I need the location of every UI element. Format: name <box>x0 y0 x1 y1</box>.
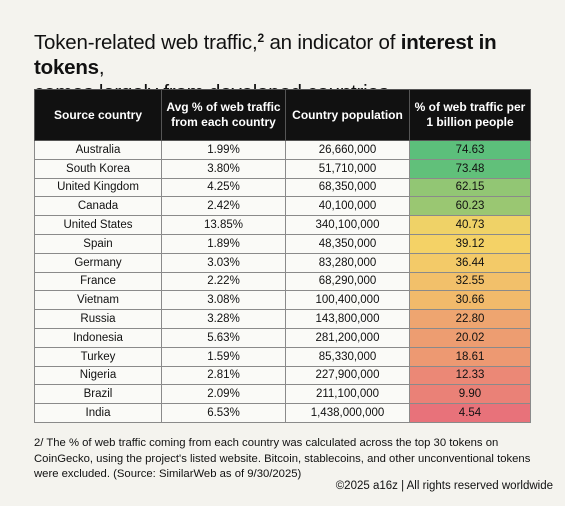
cell-traffic: 2.22% <box>161 271 286 292</box>
cell-traffic: 2.81% <box>161 365 286 386</box>
cell-per-billion: 22.80 <box>409 309 531 329</box>
cell-per-billion: 74.63 <box>409 140 531 160</box>
cell-per-billion: 9.90 <box>409 384 531 405</box>
cell-traffic: 13.85% <box>161 215 286 235</box>
table-row: Australia 1.99% 26,660,000 74.63 <box>34 140 531 160</box>
cell-population: 26,660,000 <box>285 140 410 160</box>
cell-traffic: 2.42% <box>161 196 286 217</box>
table-row: India 6.53% 1,438,000,000 4.54 <box>34 403 531 423</box>
cell-traffic: 2.09% <box>161 384 286 405</box>
cell-traffic: 3.28% <box>161 309 286 329</box>
cell-country: United Kingdom <box>34 177 162 198</box>
table-row: Indonesia 5.63% 281,200,000 20.02 <box>34 327 531 348</box>
cell-country: Russia <box>34 309 162 329</box>
title-emphasis: interest in tokens <box>34 31 497 79</box>
cell-population: 340,100,000 <box>285 215 410 235</box>
table-row: Vietnam 3.08% 100,400,000 30.66 <box>34 290 531 311</box>
cell-per-billion: 40.73 <box>409 215 531 235</box>
cell-country: India <box>34 403 162 423</box>
cell-per-billion: 39.12 <box>409 233 531 254</box>
table-row: Canada 2.42% 40,100,000 60.23 <box>34 196 531 217</box>
cell-traffic: 5.63% <box>161 327 286 348</box>
cell-population: 48,350,000 <box>285 233 410 254</box>
table-row: United States 13.85% 340,100,000 40.73 <box>34 215 531 235</box>
table-row: Russia 3.28% 143,800,000 22.80 <box>34 309 531 329</box>
cell-traffic: 1.59% <box>161 346 286 367</box>
cell-per-billion: 20.02 <box>409 327 531 348</box>
cell-per-billion: 60.23 <box>409 196 531 217</box>
cell-per-billion: 12.33 <box>409 365 531 386</box>
cell-country: Spain <box>34 233 162 254</box>
cell-population: 227,900,000 <box>285 365 410 386</box>
header-source-country: Source country <box>34 89 162 141</box>
cell-traffic: 3.03% <box>161 252 286 273</box>
cell-population: 143,800,000 <box>285 309 410 329</box>
table-body: Australia 1.99% 26,660,000 74.63 South Korea… <box>34 140 531 423</box>
table-row: France 2.22% 68,290,000 32.55 <box>34 271 531 292</box>
cell-traffic: 6.53% <box>161 403 286 423</box>
cell-population: 68,290,000 <box>285 271 410 292</box>
cell-population: 211,100,000 <box>285 384 410 405</box>
cell-per-billion: 32.55 <box>409 271 531 292</box>
table-row: Spain 1.89% 48,350,000 39.12 <box>34 233 531 254</box>
cell-traffic: 3.08% <box>161 290 286 311</box>
cell-country: Turkey <box>34 346 162 367</box>
table-row: South Korea 3.80% 51,710,000 73.48 <box>34 158 531 179</box>
cell-per-billion: 73.48 <box>409 158 531 179</box>
cell-population: 51,710,000 <box>285 158 410 179</box>
cell-country: Vietnam <box>34 290 162 311</box>
cell-traffic: 1.99% <box>161 140 286 160</box>
header-per-billion: % of web traffic per 1 billion people <box>409 89 531 141</box>
cell-population: 281,200,000 <box>285 327 410 348</box>
cell-population: 1,438,000,000 <box>285 403 410 423</box>
cell-traffic: 1.89% <box>161 233 286 254</box>
table-row: Turkey 1.59% 85,330,000 18.61 <box>34 346 531 367</box>
cell-population: 40,100,000 <box>285 196 410 217</box>
cell-per-billion: 62.15 <box>409 177 531 198</box>
cell-traffic: 3.80% <box>161 158 286 179</box>
cell-per-billion: 18.61 <box>409 346 531 367</box>
cell-population: 68,350,000 <box>285 177 410 198</box>
cell-traffic: 4.25% <box>161 177 286 198</box>
cell-country: France <box>34 271 162 292</box>
data-table: Source country Avg % of web traffic from… <box>34 89 531 423</box>
cell-population: 83,280,000 <box>285 252 410 273</box>
cell-country: Canada <box>34 196 162 217</box>
title-footnote-marker: 2 <box>257 31 264 45</box>
cell-population: 85,330,000 <box>285 346 410 367</box>
cell-country: Indonesia <box>34 327 162 348</box>
title-part2: an indicator of <box>263 31 401 54</box>
cell-country: South Korea <box>34 158 162 179</box>
table-row: United Kingdom 4.25% 68,350,000 62.15 <box>34 177 531 198</box>
cell-country: Brazil <box>34 384 162 405</box>
cell-country: Australia <box>34 140 162 160</box>
cell-per-billion: 4.54 <box>409 403 531 423</box>
cell-population: 100,400,000 <box>285 290 410 311</box>
header-avg-traffic: Avg % of web traffic from each country <box>161 89 286 141</box>
table-row: Nigeria 2.81% 227,900,000 12.33 <box>34 365 531 386</box>
table-row: Germany 3.03% 83,280,000 36.44 <box>34 252 531 273</box>
header-population: Country population <box>285 89 410 141</box>
table-row: Brazil 2.09% 211,100,000 9.90 <box>34 384 531 405</box>
footnote: 2/ The % of web traffic coming from each… <box>34 437 531 480</box>
header-row: Source country Avg % of web traffic from… <box>34 89 531 141</box>
title-part3: , <box>98 56 105 79</box>
cell-country: Nigeria <box>34 365 162 386</box>
copyright: ©2025 a16z | All rights reserved worldwi… <box>335 480 553 492</box>
cell-per-billion: 36.44 <box>409 252 531 273</box>
cell-country: United States <box>34 215 162 235</box>
cell-country: Germany <box>34 252 162 273</box>
title-part1: Token-related web traffic, <box>34 31 258 54</box>
cell-per-billion: 30.66 <box>409 290 531 311</box>
